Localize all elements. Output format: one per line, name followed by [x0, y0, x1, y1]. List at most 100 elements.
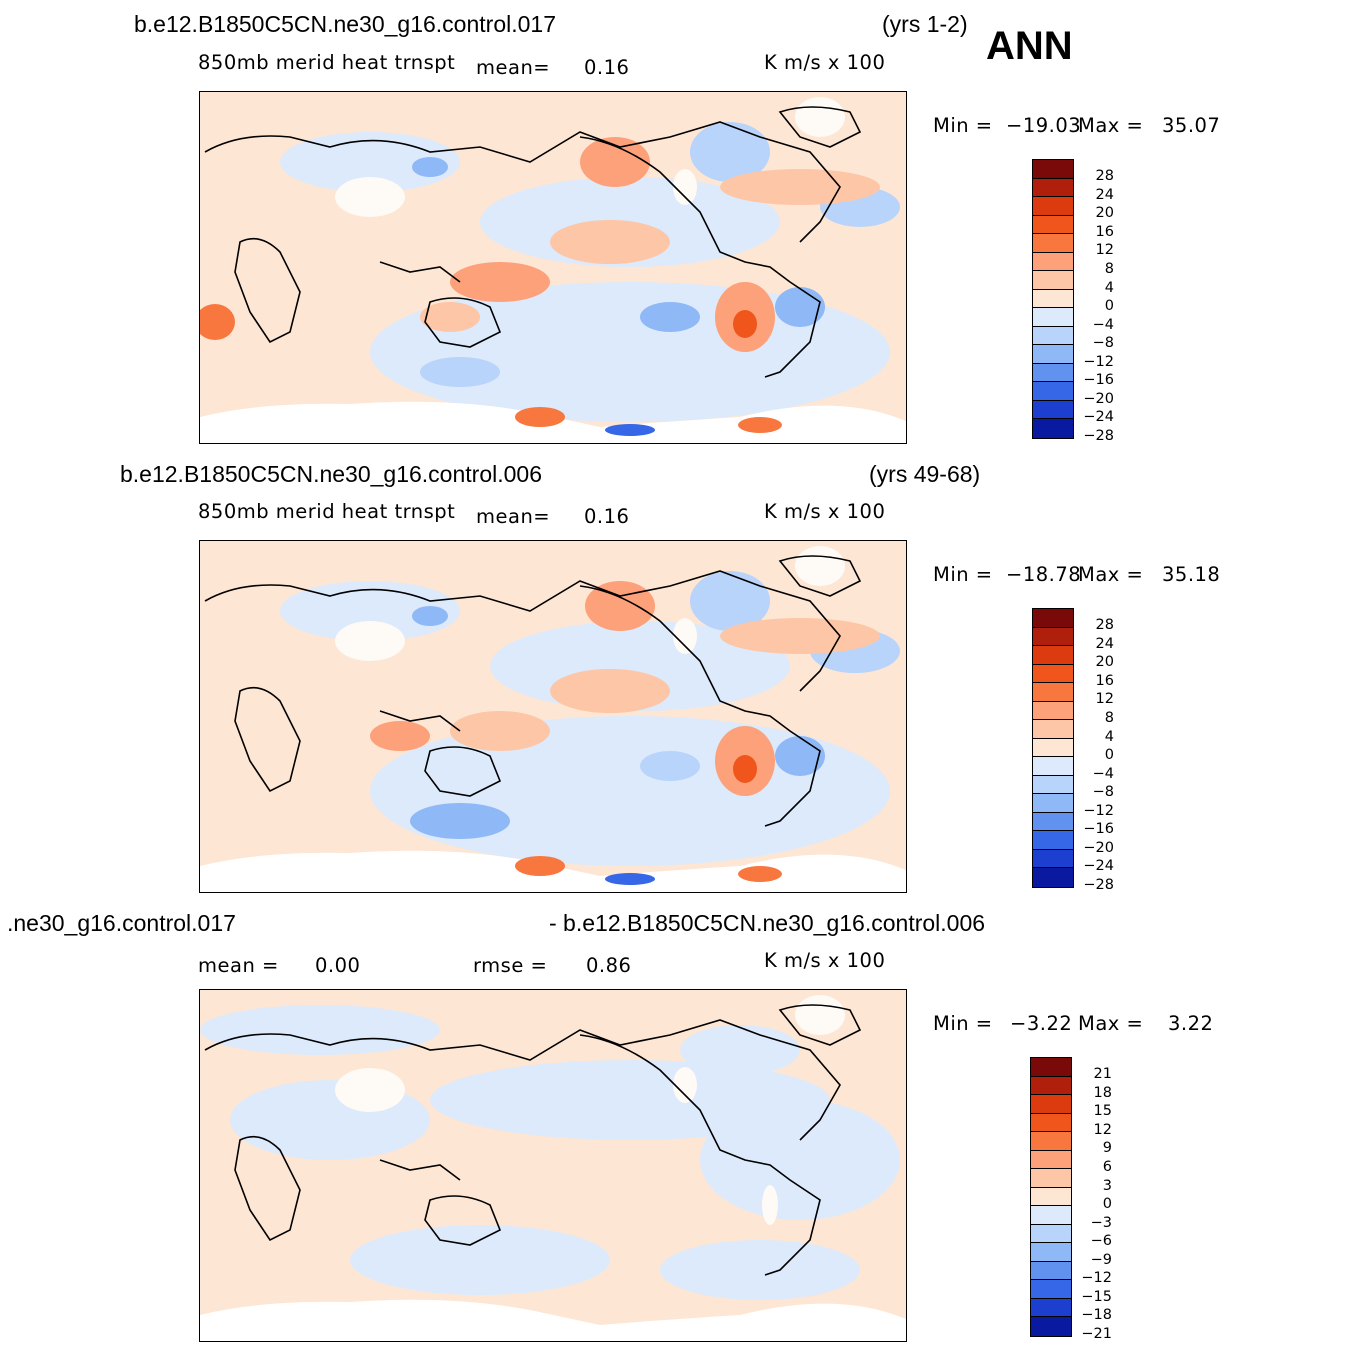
colorbar-swatch — [1033, 215, 1073, 235]
colorbar-tick-label: 0 — [1102, 1196, 1112, 1213]
colorbar-swatch — [1033, 271, 1073, 290]
panel2-variable: 850mb merid heat trnspt — [198, 500, 456, 523]
colorbar-tick-label: −28 — [1083, 876, 1114, 893]
colorbar-tick-label: −12 — [1081, 1270, 1112, 1287]
panel3-map-svg — [200, 990, 906, 1341]
colorbar-swatch — [1033, 794, 1073, 813]
colorbar-tick-label: 6 — [1102, 1159, 1112, 1175]
colorbar-tick-label: −20 — [1083, 390, 1114, 407]
colorbar-tick-label: 0 — [1104, 747, 1114, 764]
colorbar-swatch — [1031, 1206, 1071, 1225]
colorbar-swatch — [1033, 234, 1073, 253]
season-label: ANN — [986, 24, 1073, 68]
colorbar-swatch — [1033, 160, 1073, 179]
panel2-years: (yrs 49-68) — [869, 461, 981, 487]
panel3-map — [199, 989, 907, 1342]
colorbar-tick-label: 0 — [1104, 298, 1114, 315]
panel1-variable: 850mb merid heat trnspt — [198, 51, 456, 74]
colorbar-swatch — [1033, 252, 1073, 272]
colorbar-tick-label: 20 — [1095, 654, 1114, 671]
colorbar-swatch — [1031, 1317, 1071, 1336]
colorbar-tick-label: −24 — [1083, 858, 1114, 875]
colorbar-tick-label: −4 — [1092, 765, 1114, 782]
panel2-max-value: 35.18 — [1162, 563, 1221, 586]
colorbar-swatch — [1031, 1224, 1071, 1244]
panel1-colorbar-labels: 28 24 20 16 12 8 4 0 −4 −8 −12 −16 −20 −24 −28 — [1070, 160, 1114, 443]
panel3-rmse-label: rmse = — [473, 954, 548, 977]
panel2-mean-value: 0.16 — [584, 505, 630, 528]
panel3-rmse-value: 0.86 — [586, 954, 632, 977]
colorbar-swatch — [1033, 738, 1073, 758]
colorbar-swatch — [1033, 757, 1073, 776]
panel1-map — [199, 91, 907, 444]
colorbar-tick-label: −12 — [1083, 802, 1114, 819]
panel2-colorbar — [1032, 608, 1074, 888]
colorbar-swatch — [1033, 627, 1073, 647]
colorbar-tick-label: −9 — [1090, 1251, 1112, 1268]
colorbar-tick-label: 12 — [1095, 691, 1114, 708]
colorbar-swatch — [1033, 419, 1073, 438]
colorbar-swatch — [1031, 1298, 1071, 1318]
colorbar-tick-label: 18 — [1093, 1084, 1112, 1101]
colorbar-swatch — [1033, 363, 1073, 383]
panel2-colorbar-labels: 28 24 20 16 12 8 4 0 −4 −8 −12 −16 −20 −24 −28 — [1070, 609, 1114, 892]
colorbar-tick-label: 21 — [1093, 1066, 1112, 1083]
panel3-min-value: −3.22 — [1010, 1012, 1073, 1035]
colorbar-swatch — [1033, 382, 1073, 401]
panel2-min-value: −18.78 — [1006, 563, 1082, 586]
colorbar-tick-label: −16 — [1083, 821, 1114, 838]
colorbar-swatch — [1033, 664, 1073, 684]
colorbar-swatch — [1033, 197, 1073, 216]
panel3-max-value: 3.22 — [1168, 1012, 1214, 1035]
panel3-colorbar — [1030, 1057, 1072, 1337]
colorbar-swatch — [1033, 646, 1073, 665]
colorbar-tick-label: 20 — [1095, 205, 1114, 222]
colorbar-tick-label: 8 — [1104, 261, 1114, 277]
colorbar-tick-label: −28 — [1083, 427, 1114, 444]
panel1-colorbar — [1032, 159, 1074, 439]
colorbar-tick-label: −21 — [1081, 1325, 1112, 1342]
panel2-case-title: b.e12.B1850C5CN.ne30_g16.control.006 — [120, 461, 542, 487]
colorbar-tick-label: 4 — [1104, 728, 1114, 745]
panel3-case-right: - b.e12.B1850C5CN.ne30_g16.control.006 — [549, 910, 986, 936]
panel3-min-label: Min = — [933, 1012, 993, 1035]
colorbar-tick-label: 4 — [1104, 279, 1114, 296]
colorbar-tick-label: 3 — [1102, 1177, 1112, 1194]
panel2-max-label: Max = — [1078, 563, 1144, 586]
panel2-map-svg — [200, 541, 906, 892]
colorbar-swatch — [1031, 1187, 1071, 1207]
colorbar-swatch — [1033, 775, 1073, 795]
colorbar-tick-label: −16 — [1083, 372, 1114, 389]
panel3-units: K m/s x 100 — [764, 949, 886, 972]
colorbar-tick-label: 9 — [1102, 1140, 1112, 1157]
colorbar-swatch — [1033, 868, 1073, 887]
panel1-units: K m/s x 100 — [764, 51, 886, 74]
colorbar-swatch — [1033, 831, 1073, 850]
colorbar-swatch — [1033, 720, 1073, 739]
colorbar-swatch — [1031, 1169, 1071, 1188]
panel3-max-label: Max = — [1078, 1012, 1144, 1035]
colorbar-tick-label: −20 — [1083, 839, 1114, 856]
colorbar-swatch — [1031, 1113, 1071, 1133]
panel2-min-label: Min = — [933, 563, 993, 586]
colorbar-tick-label: −24 — [1083, 409, 1114, 426]
colorbar-tick-label: 24 — [1095, 186, 1114, 203]
colorbar-tick-label: 16 — [1095, 672, 1114, 689]
panel1-max-label: Max = — [1078, 114, 1144, 137]
colorbar-swatch — [1031, 1132, 1071, 1151]
panel1-case-title: b.e12.B1850C5CN.ne30_g16.control.017 — [134, 11, 556, 37]
colorbar-swatch — [1033, 345, 1073, 364]
panel2-map — [199, 540, 907, 893]
colorbar-tick-label: 8 — [1104, 710, 1114, 726]
colorbar-tick-label: 24 — [1095, 635, 1114, 652]
colorbar-swatch — [1031, 1243, 1071, 1262]
panel1-max-value: 35.07 — [1162, 114, 1221, 137]
panel3-mean-value: 0.00 — [315, 954, 361, 977]
colorbar-tick-label: 28 — [1095, 168, 1114, 185]
colorbar-tick-label: 28 — [1095, 617, 1114, 634]
colorbar-tick-label: 12 — [1095, 242, 1114, 259]
colorbar-tick-label: −3 — [1090, 1214, 1112, 1231]
colorbar-swatch — [1031, 1261, 1071, 1281]
colorbar-tick-label: −15 — [1081, 1288, 1112, 1305]
colorbar-swatch — [1033, 812, 1073, 832]
